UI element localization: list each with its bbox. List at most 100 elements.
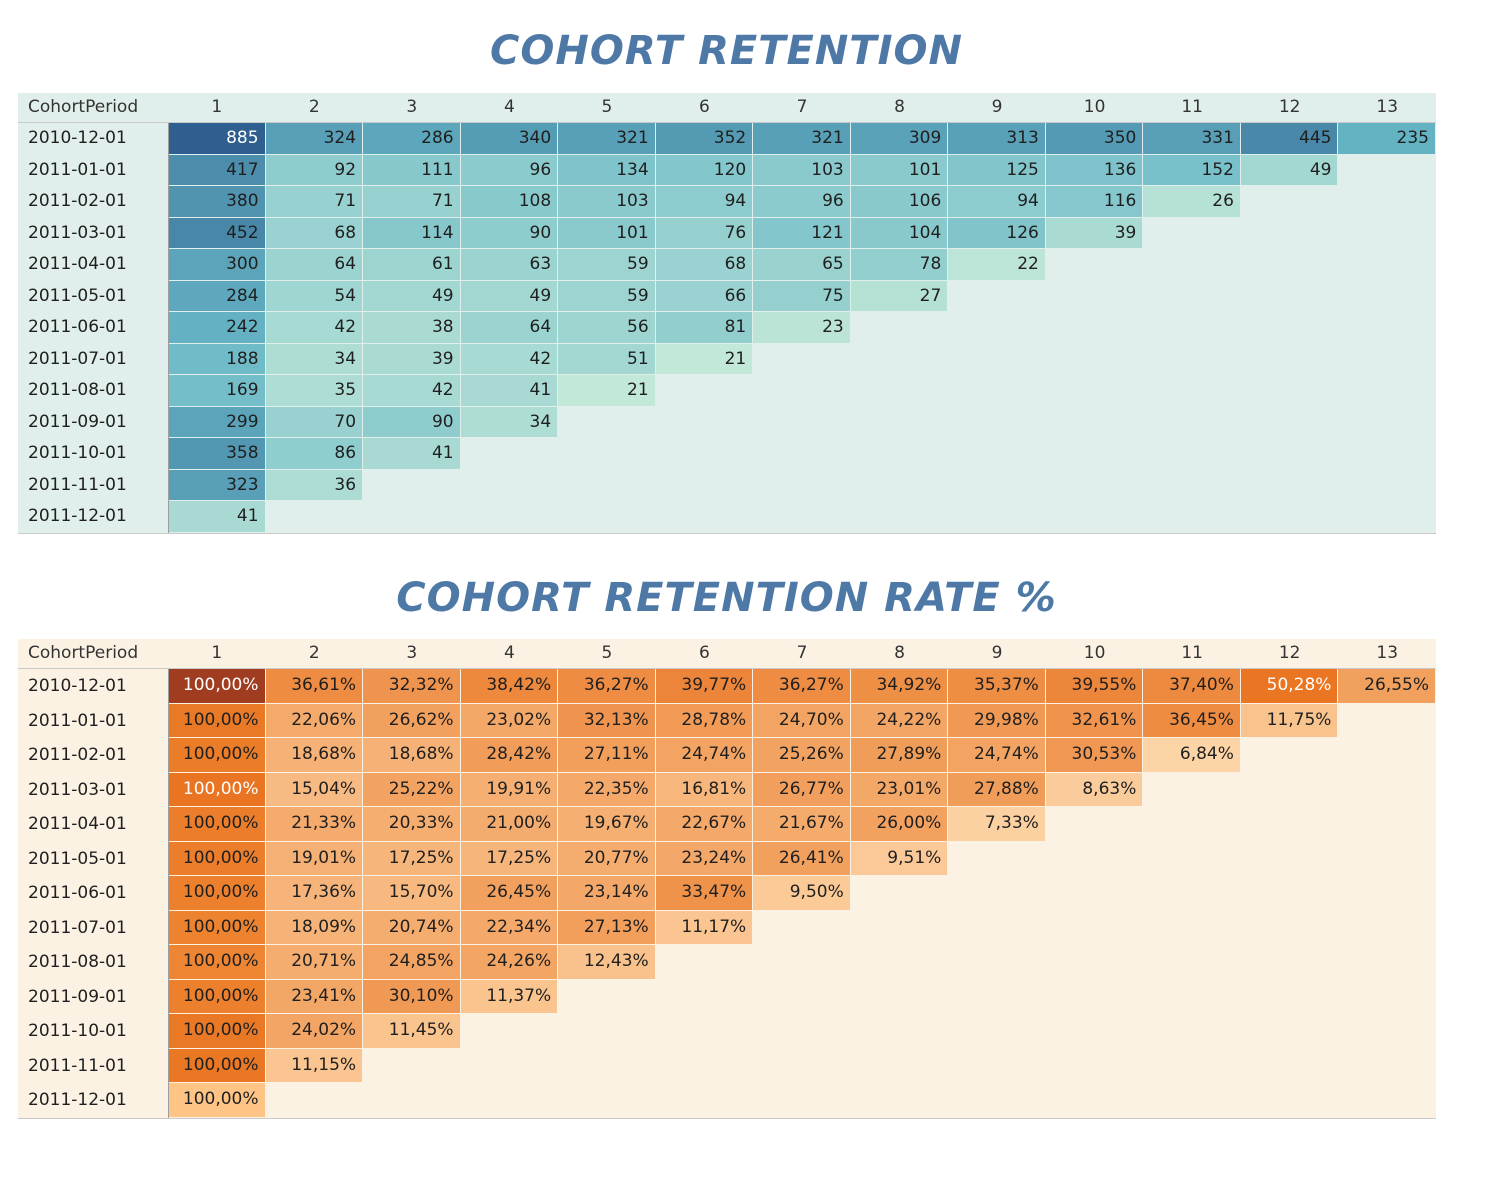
row-label-divider xyxy=(168,669,169,1118)
data-cell: 24,85% xyxy=(363,945,460,979)
column-header: 3 xyxy=(406,643,418,663)
data-cell: 71 xyxy=(265,186,363,217)
data-cell: 56 xyxy=(558,312,655,343)
data-cell: 235 xyxy=(1338,123,1435,154)
column-header: 4 xyxy=(503,643,515,663)
data-cell: 36,27% xyxy=(558,669,655,703)
data-cell: 100,00% xyxy=(168,945,265,979)
column-header: 1 xyxy=(211,97,223,117)
data-cell: 126 xyxy=(948,217,1045,248)
data-cell: 24,22% xyxy=(850,703,948,737)
data-cell: 11,37% xyxy=(460,979,558,1013)
data-cell: 445 xyxy=(1240,123,1338,154)
data-cell: 15,70% xyxy=(363,876,460,910)
data-cell: 323 xyxy=(168,469,265,500)
data-cell: 22,34% xyxy=(460,910,558,944)
data-cell: 284 xyxy=(168,280,265,311)
data-cell: 90 xyxy=(460,217,558,248)
row-label: 2011-06-01 xyxy=(28,317,127,337)
column-header: 1 xyxy=(211,643,223,663)
data-cell: 38 xyxy=(363,312,460,343)
data-cell: 26,41% xyxy=(753,841,850,875)
column-header: 3 xyxy=(406,97,418,117)
row-label: 2011-03-01 xyxy=(28,222,127,243)
column-header: 9 xyxy=(991,643,1003,663)
data-cell: 32,32% xyxy=(363,669,460,703)
data-cell: 11,45% xyxy=(363,1014,460,1048)
data-cell: 86 xyxy=(265,438,363,469)
data-cell: 68 xyxy=(265,217,363,248)
data-cell: 30,53% xyxy=(1045,738,1143,772)
data-cell: 26,77% xyxy=(753,772,850,806)
data-cell: 309 xyxy=(850,123,948,154)
data-cell: 19,67% xyxy=(558,807,655,841)
row-label: 2011-02-01 xyxy=(28,745,127,765)
data-cell: 100,00% xyxy=(168,807,265,841)
data-cell: 54 xyxy=(265,280,363,311)
data-cell: 100,00% xyxy=(168,703,265,737)
data-cell: 9,51% xyxy=(850,841,948,875)
data-cell: 30,10% xyxy=(363,979,460,1013)
data-cell: 35,37% xyxy=(948,669,1045,703)
column-header: 8 xyxy=(894,97,905,117)
data-cell: 28,78% xyxy=(655,703,753,737)
data-cell: 20,71% xyxy=(265,945,363,979)
data-cell: 103 xyxy=(558,186,655,217)
data-cell: 11,15% xyxy=(265,1048,363,1082)
data-cell: 41 xyxy=(168,501,265,532)
row-label: 2011-02-01 xyxy=(28,191,127,211)
column-header: 2 xyxy=(308,97,320,117)
data-cell: 380 xyxy=(168,186,265,217)
row-label: 2011-07-01 xyxy=(28,348,127,369)
data-cell: 100,00% xyxy=(168,738,265,772)
data-cell: 358 xyxy=(168,438,265,469)
row-label: 2011-09-01 xyxy=(28,411,127,432)
data-cell: 27,88% xyxy=(948,772,1045,806)
data-cell: 21,67% xyxy=(753,807,850,841)
data-cell: 38,42% xyxy=(460,669,558,703)
data-cell: 22,35% xyxy=(558,772,655,806)
data-cell: 21 xyxy=(558,375,655,406)
data-cell: 24,74% xyxy=(948,738,1045,772)
row-label: 2011-11-01 xyxy=(28,1055,127,1076)
data-cell: 152 xyxy=(1143,154,1240,185)
data-cell: 108 xyxy=(460,186,558,217)
row-label: 2011-05-01 xyxy=(28,848,127,869)
table-header: CohortPeriod 1 2 3 4 5 6 7 8 9 10 11 12 13 xyxy=(18,93,1436,123)
row-label: 2011-03-01 xyxy=(28,779,127,800)
data-cell: 21,33% xyxy=(265,807,363,841)
data-cell: 16,81% xyxy=(655,772,753,806)
data-cell: 50,28% xyxy=(1240,669,1338,703)
data-cell: 15,04% xyxy=(265,772,363,806)
column-header: 4 xyxy=(503,97,515,117)
data-cell: 41 xyxy=(460,375,558,406)
data-cell: 94 xyxy=(948,186,1045,217)
data-cell: 106 xyxy=(850,186,948,217)
data-cell: 26,45% xyxy=(460,876,558,910)
data-cell: 34 xyxy=(460,406,558,437)
data-cell: 6,84% xyxy=(1143,738,1240,772)
column-header: 9 xyxy=(991,97,1003,117)
data-cell: 18,09% xyxy=(265,910,363,944)
column-header: 13 xyxy=(1376,97,1399,117)
data-cell: 59 xyxy=(558,280,655,311)
data-cell: 321 xyxy=(558,123,655,154)
row-label: 2011-05-01 xyxy=(28,285,127,306)
data-cell: 17,25% xyxy=(460,841,558,875)
data-cell: 51 xyxy=(558,343,655,374)
row-label: 2011-11-01 xyxy=(28,474,127,495)
data-cell: 8,63% xyxy=(1045,772,1143,806)
data-cell: 32,13% xyxy=(558,703,655,737)
data-cell: 26 xyxy=(1143,186,1240,217)
data-cell: 23,02% xyxy=(460,703,558,737)
data-cell: 331 xyxy=(1143,123,1240,154)
row-header-label: CohortPeriod xyxy=(28,97,139,117)
row-label: 2011-06-01 xyxy=(28,883,127,903)
data-cell: 37,40% xyxy=(1143,669,1240,703)
data-cell: 101 xyxy=(558,217,655,248)
data-cell: 417 xyxy=(168,154,265,185)
column-header: 5 xyxy=(601,97,613,117)
data-cell: 23,14% xyxy=(558,876,655,910)
data-cell: 39,55% xyxy=(1045,669,1143,703)
data-cell: 11,17% xyxy=(655,910,753,944)
